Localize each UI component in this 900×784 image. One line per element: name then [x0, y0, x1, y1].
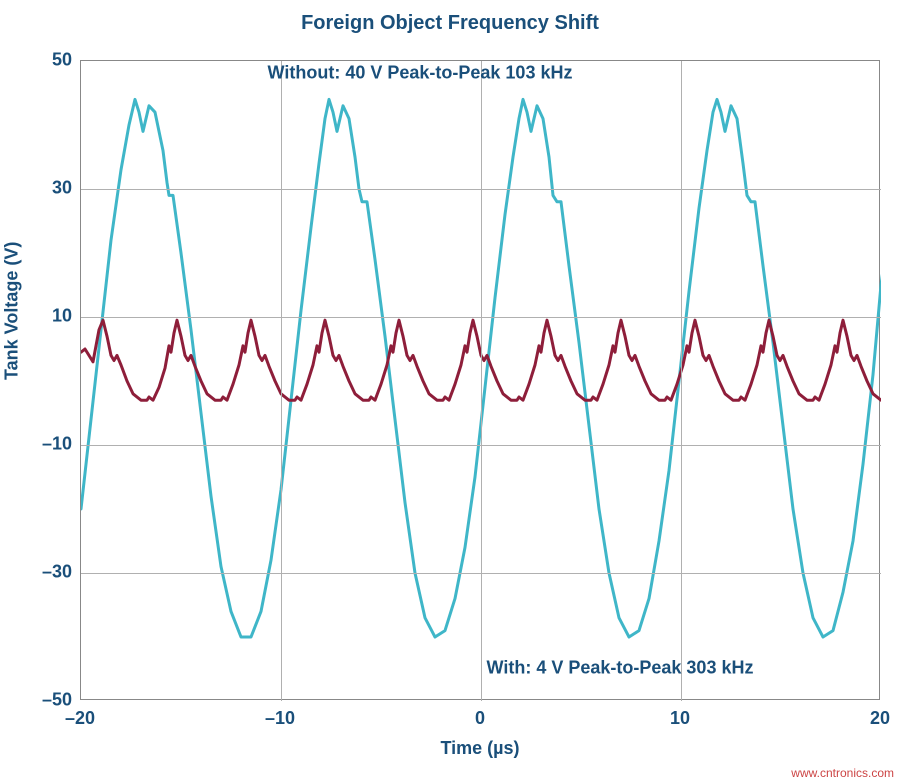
chart-title: Foreign Object Frequency Shift: [0, 12, 900, 35]
annotation-1: With: 4 V Peak-to-Peak 303 kHz: [487, 658, 754, 679]
x-tick-label: 10: [670, 708, 690, 729]
series-without: [81, 99, 891, 637]
x-tick-label: –20: [65, 708, 95, 729]
y-tick-label: –50: [30, 690, 72, 711]
y-tick-label: 50: [30, 50, 72, 71]
y-tick-label: 10: [30, 306, 72, 327]
y-tick-label: –30: [30, 562, 72, 583]
y-tick-label: –10: [30, 434, 72, 455]
gridline-vertical: [481, 61, 482, 701]
gridline-horizontal: [81, 317, 881, 318]
x-tick-label: –10: [265, 708, 295, 729]
gridline-horizontal: [81, 189, 881, 190]
x-axis-label: Time (µs): [80, 738, 880, 759]
gridline-vertical: [281, 61, 282, 701]
x-tick-label: 0: [475, 708, 485, 729]
y-tick-label: 30: [30, 178, 72, 199]
gridline-horizontal: [81, 445, 881, 446]
gridline-horizontal: [81, 573, 881, 574]
gridline-vertical: [681, 61, 682, 701]
x-tick-label: 20: [870, 708, 890, 729]
watermark-text: www.cntronics.com: [791, 766, 894, 780]
annotation-0: Without: 40 V Peak-to-Peak 103 kHz: [268, 62, 573, 83]
plot-area: [80, 60, 880, 700]
